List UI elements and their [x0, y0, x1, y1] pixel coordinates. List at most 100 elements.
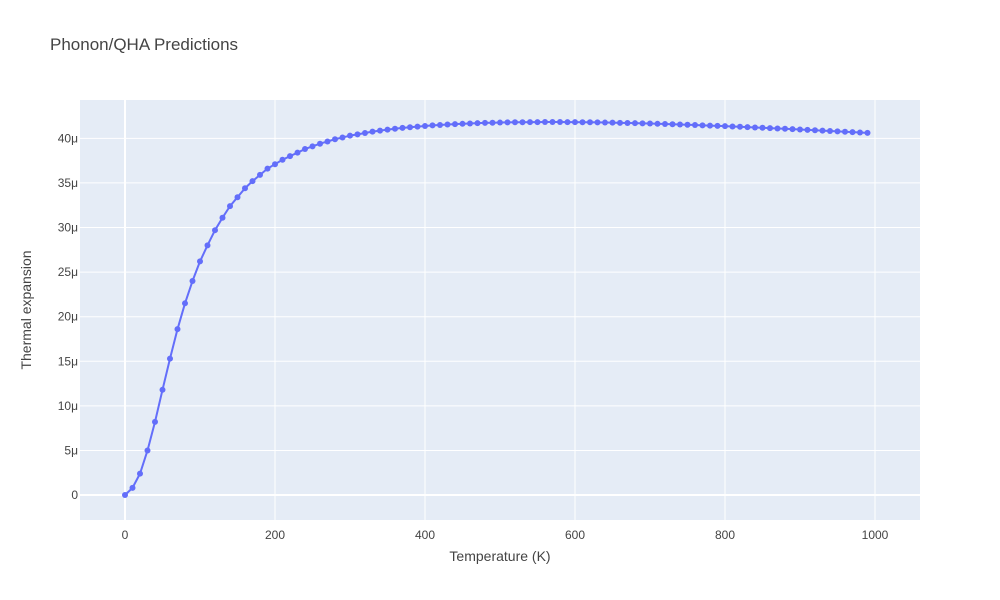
data-point[interactable] [459, 120, 466, 127]
data-point[interactable] [362, 129, 368, 136]
data-point[interactable] [354, 131, 361, 138]
data-point[interactable] [212, 227, 218, 234]
data-point[interactable] [377, 127, 383, 134]
plot-area[interactable] [80, 100, 920, 520]
data-point[interactable] [152, 418, 158, 425]
data-point[interactable] [122, 492, 128, 499]
data-point[interactable] [564, 119, 571, 126]
data-point[interactable] [602, 119, 608, 126]
data-point[interactable] [234, 194, 241, 201]
data-point[interactable] [197, 258, 203, 265]
data-point[interactable] [167, 355, 173, 362]
data-point[interactable] [384, 126, 391, 133]
data-point[interactable] [302, 146, 308, 153]
data-point[interactable] [204, 242, 211, 249]
data-point[interactable] [414, 123, 421, 130]
data-point[interactable] [669, 121, 676, 128]
data-point[interactable] [144, 447, 151, 454]
data-point[interactable] [864, 129, 871, 136]
data-point[interactable] [137, 470, 143, 477]
data-point[interactable] [587, 119, 593, 126]
data-point[interactable] [242, 185, 248, 192]
data-point[interactable] [264, 165, 271, 172]
data-point[interactable] [174, 326, 181, 333]
data-point[interactable] [699, 122, 706, 129]
data-point[interactable] [647, 120, 653, 127]
data-point[interactable] [632, 120, 638, 127]
data-point[interactable] [609, 119, 616, 126]
data-point[interactable] [729, 123, 736, 130]
data-point[interactable] [849, 129, 856, 136]
data-point[interactable] [159, 386, 166, 393]
data-point[interactable] [759, 124, 766, 131]
data-point[interactable] [339, 134, 346, 141]
data-point[interactable] [257, 171, 263, 178]
data-point[interactable] [654, 120, 661, 127]
data-point[interactable] [294, 149, 301, 156]
data-point[interactable] [129, 484, 136, 491]
data-point[interactable] [519, 119, 526, 126]
data-point[interactable] [789, 126, 796, 133]
data-point[interactable] [594, 119, 601, 126]
data-point[interactable] [512, 119, 518, 126]
data-point[interactable] [639, 120, 646, 127]
data-point[interactable] [812, 127, 818, 134]
data-point[interactable] [347, 132, 353, 139]
data-point[interactable] [467, 120, 473, 127]
data-point[interactable] [579, 119, 586, 126]
data-point[interactable] [482, 119, 488, 126]
data-point[interactable] [707, 122, 713, 129]
data-point[interactable] [182, 300, 188, 307]
data-point[interactable] [542, 119, 548, 126]
data-point[interactable] [219, 214, 226, 221]
data-point[interactable] [857, 129, 863, 136]
data-point[interactable] [497, 119, 503, 126]
data-point[interactable] [797, 126, 803, 133]
data-point[interactable] [684, 121, 691, 128]
data-point[interactable] [227, 203, 233, 210]
data-point[interactable] [714, 122, 721, 129]
data-point[interactable] [287, 153, 293, 160]
data-point[interactable] [662, 120, 668, 127]
data-point[interactable] [369, 128, 376, 135]
data-point[interactable] [527, 119, 533, 126]
data-point[interactable] [819, 127, 826, 134]
data-point[interactable] [392, 125, 398, 132]
data-point[interactable] [752, 124, 758, 131]
data-point[interactable] [677, 121, 683, 128]
data-point[interactable] [437, 121, 443, 128]
data-point[interactable] [782, 125, 788, 132]
data-point[interactable] [249, 178, 256, 185]
data-point[interactable] [692, 122, 698, 129]
data-point[interactable] [834, 128, 841, 135]
data-point[interactable] [842, 128, 848, 135]
data-point[interactable] [557, 119, 563, 126]
data-point[interactable] [737, 123, 743, 130]
data-point[interactable] [444, 121, 451, 128]
data-point[interactable] [722, 123, 728, 130]
data-point[interactable] [272, 161, 278, 168]
data-point[interactable] [189, 278, 196, 285]
data-point[interactable] [744, 124, 751, 131]
data-point[interactable] [332, 136, 338, 143]
data-point[interactable] [279, 156, 286, 163]
data-point[interactable] [617, 119, 623, 126]
data-point[interactable] [317, 140, 323, 147]
data-point[interactable] [572, 119, 578, 126]
data-point[interactable] [534, 119, 541, 126]
data-point[interactable] [324, 138, 331, 145]
data-point[interactable] [774, 125, 781, 132]
data-point[interactable] [399, 124, 406, 131]
data-point[interactable] [407, 124, 413, 131]
data-point[interactable] [474, 120, 481, 127]
data-point[interactable] [827, 127, 833, 134]
data-point[interactable] [767, 125, 773, 132]
data-point[interactable] [549, 119, 556, 126]
data-point[interactable] [489, 119, 496, 126]
data-point[interactable] [624, 120, 631, 127]
data-point[interactable] [804, 126, 811, 133]
data-point[interactable] [504, 119, 511, 126]
data-point[interactable] [452, 121, 458, 128]
data-point[interactable] [422, 122, 428, 129]
data-point[interactable] [309, 143, 316, 150]
